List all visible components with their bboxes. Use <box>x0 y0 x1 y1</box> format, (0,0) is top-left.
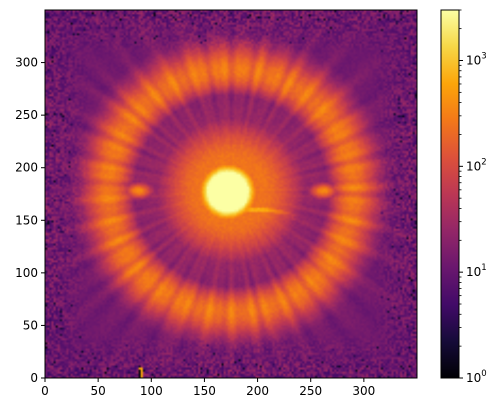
x-tick-label: 250 <box>299 384 322 398</box>
y-tick-label: 50 <box>23 318 38 332</box>
y-tick-label: 0 <box>30 371 38 385</box>
x-tick-label: 0 <box>41 384 49 398</box>
y-tick-label: 250 <box>15 108 38 122</box>
x-tick-label: 300 <box>352 384 375 398</box>
y-axis: 0 50 100 150 200 250 300 <box>15 56 45 385</box>
colorbar-tick-label: 100 <box>466 369 487 385</box>
colorbar-tick-exponent: 0 <box>481 369 486 379</box>
heatmap-image <box>45 10 417 378</box>
y-tick-label: 100 <box>15 266 38 280</box>
x-axis: 0 50 100 150 200 250 300 <box>41 378 375 398</box>
colorbar-tick-base: 10 <box>466 265 481 279</box>
colorbar-tick-base: 10 <box>466 371 481 385</box>
colorbar-tick-label: 101 <box>466 263 487 279</box>
colorbar-tick-label: 103 <box>466 51 487 67</box>
colorbar-gradient <box>440 9 460 379</box>
y-tick-label: 200 <box>15 161 38 175</box>
y-tick-label: 150 <box>15 213 38 227</box>
x-tick-label: 100 <box>140 384 163 398</box>
colorbar-tick-label: 102 <box>466 157 487 173</box>
x-tick-label: 50 <box>91 384 106 398</box>
colorbar-tick-base: 10 <box>466 159 481 173</box>
x-tick-label: 150 <box>193 384 216 398</box>
colorbar-tick-base: 10 <box>466 53 481 67</box>
colorbar-tick-exponent: 2 <box>481 157 486 167</box>
heatmap-panel: 0 50 100 150 200 250 300 0 50 100 150 200 250 300 <box>15 9 418 398</box>
plot-frame <box>44 9 418 379</box>
colorbar-tick-exponent: 1 <box>481 263 486 273</box>
y-tick-label: 300 <box>15 56 38 70</box>
colorbar-tick-exponent: 3 <box>481 51 486 61</box>
x-tick-label: 200 <box>246 384 269 398</box>
